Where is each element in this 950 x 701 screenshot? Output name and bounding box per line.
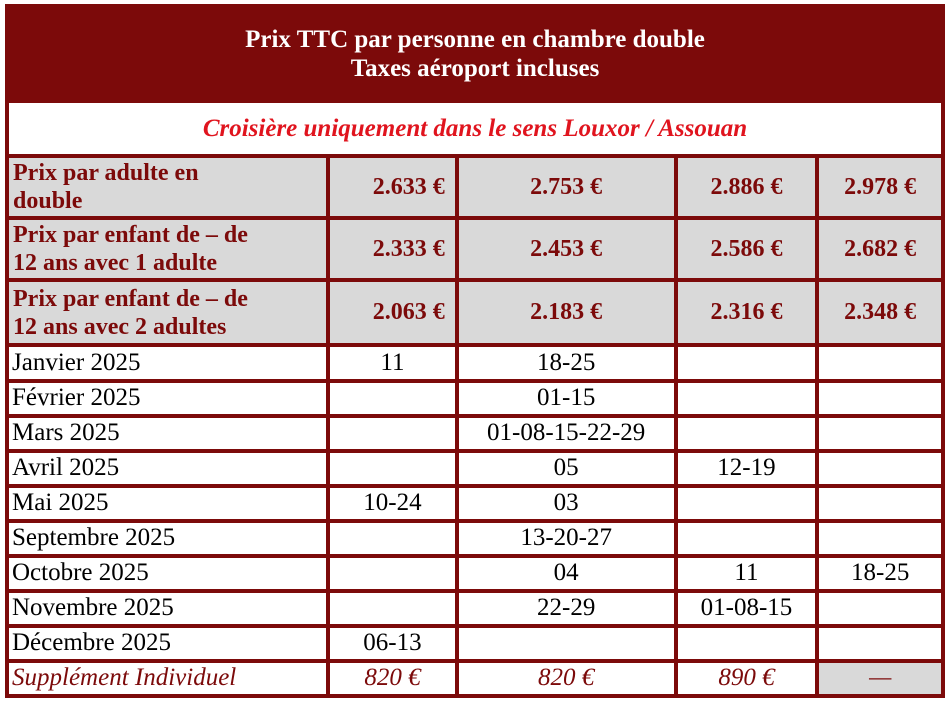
price-value: 2.183 € xyxy=(458,282,674,344)
date-cell xyxy=(677,522,816,554)
date-cell: 22-29 xyxy=(458,592,674,624)
date-cell: 11 xyxy=(677,557,816,589)
month-row: Octobre 2025 04 11 18-25 xyxy=(9,557,941,589)
price-value: 2.063 € xyxy=(330,282,455,344)
date-cell: 11 xyxy=(330,347,455,379)
price-value: 2.333 € xyxy=(330,220,455,279)
cruise-direction-subtitle: Croisière uniquement dans le sens Louxor… xyxy=(9,103,941,155)
price-value: 2.682 € xyxy=(819,220,941,279)
price-label: Prix par enfant de – de 12 ans avec 1 adu… xyxy=(9,220,327,279)
date-cell xyxy=(819,592,941,624)
price-label: Prix par adulte en double xyxy=(9,158,327,217)
date-cell xyxy=(330,557,455,589)
date-cell xyxy=(330,417,455,449)
date-cell: 05 xyxy=(458,452,674,484)
date-cell xyxy=(677,347,816,379)
date-cell xyxy=(819,417,941,449)
month-row: Novembre 2025 22-29 01-08-15 xyxy=(9,592,941,624)
month-label: Mai 2025 xyxy=(9,487,327,519)
month-row: Mai 2025 10-24 03 xyxy=(9,487,941,519)
month-label: Décembre 2025 xyxy=(9,627,327,659)
price-row-adult: Prix par adulte en double 2.633 € 2.753 €… xyxy=(9,158,941,217)
supplement-value: 890 € xyxy=(677,662,816,694)
price-value: 2.586 € xyxy=(677,220,816,279)
supplement-label: Supplément Individuel xyxy=(9,662,327,694)
month-label: Septembre 2025 xyxy=(9,522,327,554)
date-cell: 01-08-15-22-29 xyxy=(458,417,674,449)
supplement-value: 820 € xyxy=(330,662,455,694)
date-cell: 12-19 xyxy=(677,452,816,484)
date-cell xyxy=(458,627,674,659)
date-cell: 01-15 xyxy=(458,382,674,414)
date-cell xyxy=(819,452,941,484)
price-value: 2.348 € xyxy=(819,282,941,344)
supplement-value: — xyxy=(819,662,941,694)
date-cell: 13-20-27 xyxy=(458,522,674,554)
price-value: 2.753 € xyxy=(458,158,674,217)
date-cell: 18-25 xyxy=(819,557,941,589)
date-cell: 18-25 xyxy=(458,347,674,379)
date-cell: 06-13 xyxy=(330,627,455,659)
month-label: Novembre 2025 xyxy=(9,592,327,624)
price-value: 2.633 € xyxy=(330,158,455,217)
month-row: Février 2025 01-15 xyxy=(9,382,941,414)
month-label: Février 2025 xyxy=(9,382,327,414)
price-row-child-1-adult: Prix par enfant de – de 12 ans avec 1 adu… xyxy=(9,220,941,279)
date-cell xyxy=(677,627,816,659)
date-cell: 04 xyxy=(458,557,674,589)
month-row: Avril 2025 05 12-19 xyxy=(9,452,941,484)
date-cell xyxy=(819,347,941,379)
price-label: Prix par enfant de – de 12 ans avec 2 adu… xyxy=(9,282,327,344)
month-row: Décembre 2025 06-13 xyxy=(9,627,941,659)
month-row: Janvier 2025 11 18-25 xyxy=(9,347,941,379)
date-cell xyxy=(819,627,941,659)
month-label: Octobre 2025 xyxy=(9,557,327,589)
date-cell: 03 xyxy=(458,487,674,519)
table-header: Prix TTC par personne en chambre double … xyxy=(9,8,941,100)
price-row-child-2-adults: Prix par enfant de – de 12 ans avec 2 adu… xyxy=(9,282,941,344)
date-cell: 10-24 xyxy=(330,487,455,519)
date-cell xyxy=(819,487,941,519)
price-value: 2.453 € xyxy=(458,220,674,279)
supplement-value: 820 € xyxy=(458,662,674,694)
date-cell xyxy=(330,522,455,554)
date-cell xyxy=(677,417,816,449)
supplement-row: Supplément Individuel 820 € 820 € 890 € … xyxy=(9,662,941,694)
date-cell xyxy=(819,522,941,554)
price-value: 2.978 € xyxy=(819,158,941,217)
price-table-frame: Prix TTC par personne en chambre double … xyxy=(5,4,945,698)
price-value: 2.316 € xyxy=(677,282,816,344)
month-row: Septembre 2025 13-20-27 xyxy=(9,522,941,554)
price-table: Prix TTC par personne en chambre double … xyxy=(5,4,945,698)
month-row: Mars 2025 01-08-15-22-29 xyxy=(9,417,941,449)
date-cell xyxy=(330,452,455,484)
date-cell xyxy=(330,382,455,414)
month-label: Avril 2025 xyxy=(9,452,327,484)
date-cell xyxy=(330,592,455,624)
date-cell xyxy=(819,382,941,414)
date-cell xyxy=(677,382,816,414)
header-line-1: Prix TTC par personne en chambre double xyxy=(245,25,705,53)
price-value: 2.886 € xyxy=(677,158,816,217)
header-line-2: Taxes aéroport incluses xyxy=(350,54,600,82)
date-cell xyxy=(677,487,816,519)
month-label: Mars 2025 xyxy=(9,417,327,449)
month-label: Janvier 2025 xyxy=(9,347,327,379)
date-cell: 01-08-15 xyxy=(677,592,816,624)
